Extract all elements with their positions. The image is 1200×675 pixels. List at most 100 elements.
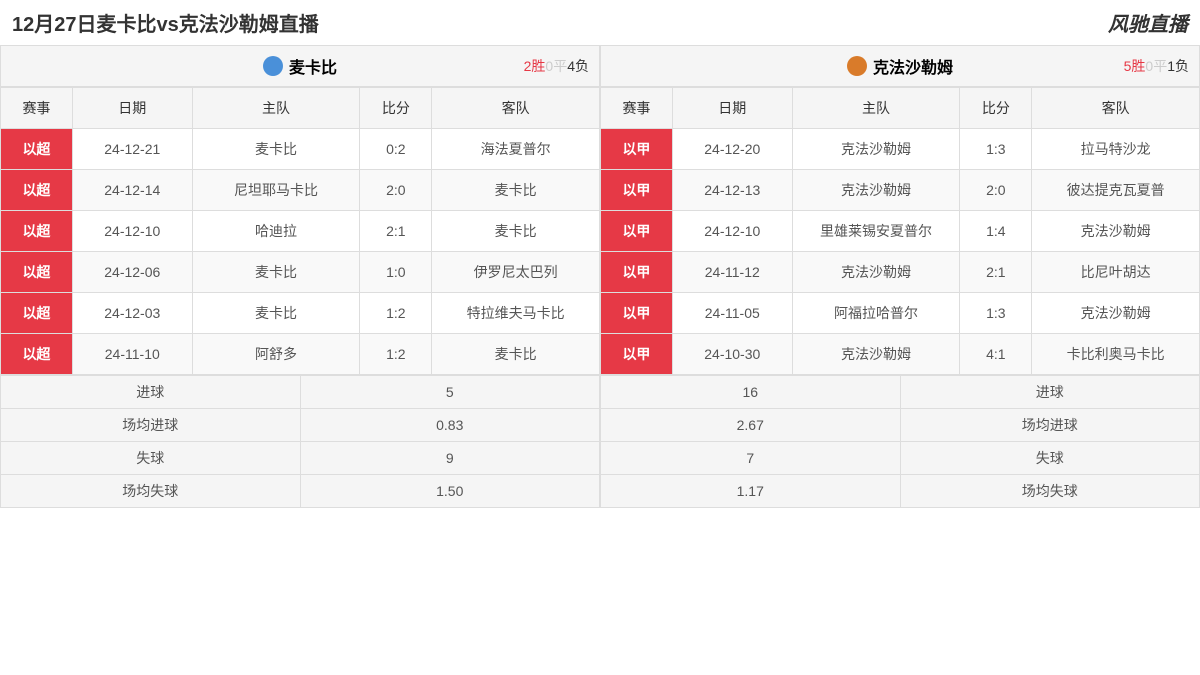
stats-row-conceded: 失球 9	[1, 442, 600, 475]
league-cell: 以甲	[601, 334, 673, 375]
date-cell: 24-12-20	[672, 129, 792, 170]
home-cell: 克法沙勒姆	[792, 252, 960, 293]
date-cell: 24-12-03	[72, 293, 192, 334]
score-cell: 4:1	[960, 334, 1032, 375]
table-row: 以超24-12-21麦卡比0:2海法夏普尔	[1, 129, 600, 170]
team1-stats-table: 进球 5 场均进球 0.83 失球 9 场均失球 1.50	[0, 375, 600, 508]
stats-value-goals: 5	[300, 376, 600, 409]
stats-value-avg-conceded: 1.17	[601, 475, 901, 508]
table-header-row: 赛事 日期 主队 比分 客队	[1, 88, 600, 129]
home-cell: 克法沙勒姆	[792, 334, 960, 375]
team1-wins: 2胜	[524, 58, 546, 74]
stats-value-conceded: 9	[300, 442, 600, 475]
team1-name: 麦卡比	[289, 54, 337, 78]
stats-value-avg-conceded: 1.50	[300, 475, 600, 508]
table-row: 以甲24-11-05阿福拉哈普尔1:3克法沙勒姆	[601, 293, 1200, 334]
team2-table-container: 赛事 日期 主队 比分 客队 以甲24-12-20克法沙勒姆1:3拉马特沙龙以甲…	[600, 87, 1200, 375]
stats-label-avg-goals: 场均进球	[1, 409, 301, 442]
stats-row-avg-conceded: 场均失球 1.50	[1, 475, 600, 508]
home-cell: 阿福拉哈普尔	[792, 293, 960, 334]
away-cell: 海法夏普尔	[432, 129, 600, 170]
match-tables-row: 赛事 日期 主队 比分 客队 以超24-12-21麦卡比0:2海法夏普尔以超24…	[0, 87, 1200, 375]
home-cell: 麦卡比	[192, 129, 360, 170]
page-header: 12月27日麦卡比vs克法沙勒姆直播 风驰直播	[0, 0, 1200, 45]
stats-row-avg-conceded: 1.17 场均失球	[601, 475, 1200, 508]
team2-record: 5胜0平1负	[1124, 56, 1189, 76]
table-row: 以超24-11-10阿舒多1:2麦卡比	[1, 334, 600, 375]
home-cell: 克法沙勒姆	[792, 170, 960, 211]
table-row: 以甲24-12-10里雄莱锡安夏普尔1:4克法沙勒姆	[601, 211, 1200, 252]
home-cell: 克法沙勒姆	[792, 129, 960, 170]
home-cell: 哈迪拉	[192, 211, 360, 252]
team2-matches-table: 赛事 日期 主队 比分 客队 以甲24-12-20克法沙勒姆1:3拉马特沙龙以甲…	[600, 87, 1200, 375]
team1-draws: 0平	[545, 58, 567, 74]
col-score: 比分	[960, 88, 1032, 129]
date-cell: 24-12-06	[72, 252, 192, 293]
home-cell: 里雄莱锡安夏普尔	[792, 211, 960, 252]
date-cell: 24-12-21	[72, 129, 192, 170]
stats-row-goals: 16 进球	[601, 376, 1200, 409]
away-cell: 拉马特沙龙	[1032, 129, 1200, 170]
team1-icon	[263, 56, 283, 76]
col-league: 赛事	[601, 88, 673, 129]
stats-label-avg-conceded: 场均失球	[900, 475, 1200, 508]
table-row: 以超24-12-06麦卡比1:0伊罗尼太巴列	[1, 252, 600, 293]
team2-draws: 0平	[1145, 58, 1167, 74]
stats-row: 进球 5 场均进球 0.83 失球 9 场均失球 1.50 16 进球 2.67…	[0, 375, 1200, 508]
col-away: 客队	[432, 88, 600, 129]
col-league: 赛事	[1, 88, 73, 129]
stats-label-avg-conceded: 场均失球	[1, 475, 301, 508]
table-row: 以甲24-12-20克法沙勒姆1:3拉马特沙龙	[601, 129, 1200, 170]
date-cell: 24-11-10	[72, 334, 192, 375]
date-cell: 24-11-05	[672, 293, 792, 334]
league-cell: 以甲	[601, 129, 673, 170]
team2-losses: 1负	[1167, 58, 1189, 74]
away-cell: 麦卡比	[432, 211, 600, 252]
table-row: 以甲24-11-12克法沙勒姆2:1比尼叶胡达	[601, 252, 1200, 293]
col-home: 主队	[192, 88, 360, 129]
score-cell: 2:1	[360, 211, 432, 252]
table-header-row: 赛事 日期 主队 比分 客队	[601, 88, 1200, 129]
stats-row-conceded: 7 失球	[601, 442, 1200, 475]
league-cell: 以甲	[601, 252, 673, 293]
stats-row-avg-goals: 场均进球 0.83	[1, 409, 600, 442]
date-cell: 24-10-30	[672, 334, 792, 375]
date-cell: 24-12-10	[72, 211, 192, 252]
team1-losses: 4负	[567, 58, 589, 74]
table-row: 以甲24-10-30克法沙勒姆4:1卡比利奥马卡比	[601, 334, 1200, 375]
team1-matches-table: 赛事 日期 主队 比分 客队 以超24-12-21麦卡比0:2海法夏普尔以超24…	[0, 87, 600, 375]
team2-header: 克法沙勒姆 5胜0平1负	[600, 45, 1200, 87]
col-away: 客队	[1032, 88, 1200, 129]
league-cell: 以超	[1, 211, 73, 252]
teams-header-row: 麦卡比 2胜0平4负 克法沙勒姆 5胜0平1负	[0, 45, 1200, 87]
away-cell: 麦卡比	[432, 334, 600, 375]
league-cell: 以超	[1, 252, 73, 293]
home-cell: 麦卡比	[192, 293, 360, 334]
score-cell: 0:2	[360, 129, 432, 170]
league-cell: 以超	[1, 129, 73, 170]
col-home: 主队	[792, 88, 960, 129]
away-cell: 麦卡比	[432, 170, 600, 211]
home-cell: 麦卡比	[192, 252, 360, 293]
stats-value-avg-goals: 0.83	[300, 409, 600, 442]
away-cell: 特拉维夫马卡比	[432, 293, 600, 334]
league-cell: 以超	[1, 170, 73, 211]
stats-row-goals: 进球 5	[1, 376, 600, 409]
date-cell: 24-12-13	[672, 170, 792, 211]
league-cell: 以甲	[601, 293, 673, 334]
away-cell: 伊罗尼太巴列	[432, 252, 600, 293]
league-cell: 以甲	[601, 170, 673, 211]
score-cell: 2:1	[960, 252, 1032, 293]
col-date: 日期	[72, 88, 192, 129]
stats-label-goals: 进球	[1, 376, 301, 409]
away-cell: 克法沙勒姆	[1032, 293, 1200, 334]
stats-row-avg-goals: 2.67 场均进球	[601, 409, 1200, 442]
team2-stats-table: 16 进球 2.67 场均进球 7 失球 1.17 场均失球	[600, 375, 1200, 508]
away-cell: 彼达提克瓦夏普	[1032, 170, 1200, 211]
home-cell: 尼坦耶马卡比	[192, 170, 360, 211]
home-cell: 阿舒多	[192, 334, 360, 375]
brand-label: 风驰直播	[1108, 8, 1188, 37]
score-cell: 2:0	[960, 170, 1032, 211]
score-cell: 1:3	[960, 129, 1032, 170]
stats-value-goals: 16	[601, 376, 901, 409]
